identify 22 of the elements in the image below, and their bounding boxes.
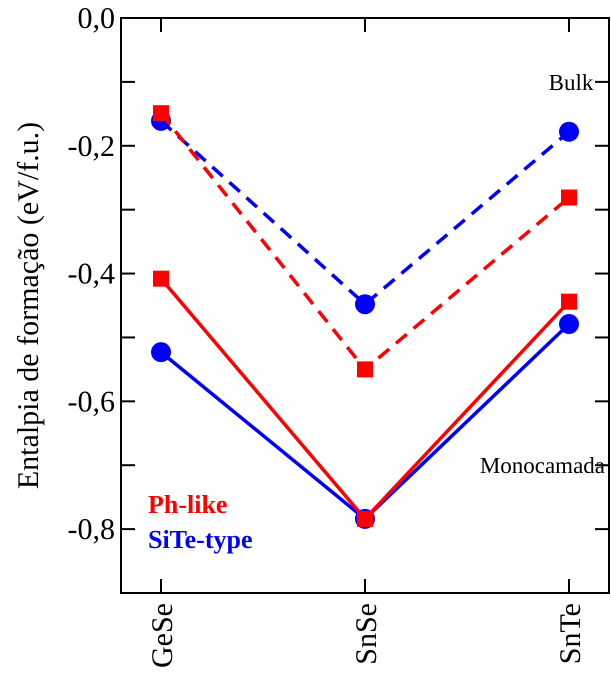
y-tick-label: -0,2	[68, 130, 115, 163]
point	[153, 270, 169, 287]
point	[357, 361, 373, 378]
x-tick-label: SnTe	[554, 603, 587, 664]
point	[559, 122, 579, 142]
text: SiTe-type	[148, 525, 252, 554]
y-axis-title: Entalpia de formação (eV/f.u.)	[12, 122, 45, 490]
point	[561, 294, 577, 310]
point	[151, 342, 171, 362]
y-tick-label: -0,6	[68, 385, 115, 418]
x-tick-label: GeSe	[146, 603, 179, 668]
y-tick-label: 0,0	[78, 2, 115, 35]
y-tick-label: -0,4	[68, 258, 115, 291]
point	[559, 314, 579, 334]
annotation: Monocamada	[480, 453, 605, 478]
point	[561, 190, 577, 206]
x-tick-label: SnSe	[350, 603, 383, 665]
point	[153, 105, 169, 122]
y-tick-label: -0,8	[68, 513, 115, 546]
point	[355, 294, 375, 314]
annotation: Bulk	[548, 70, 594, 95]
text: Ph-like	[148, 490, 228, 519]
